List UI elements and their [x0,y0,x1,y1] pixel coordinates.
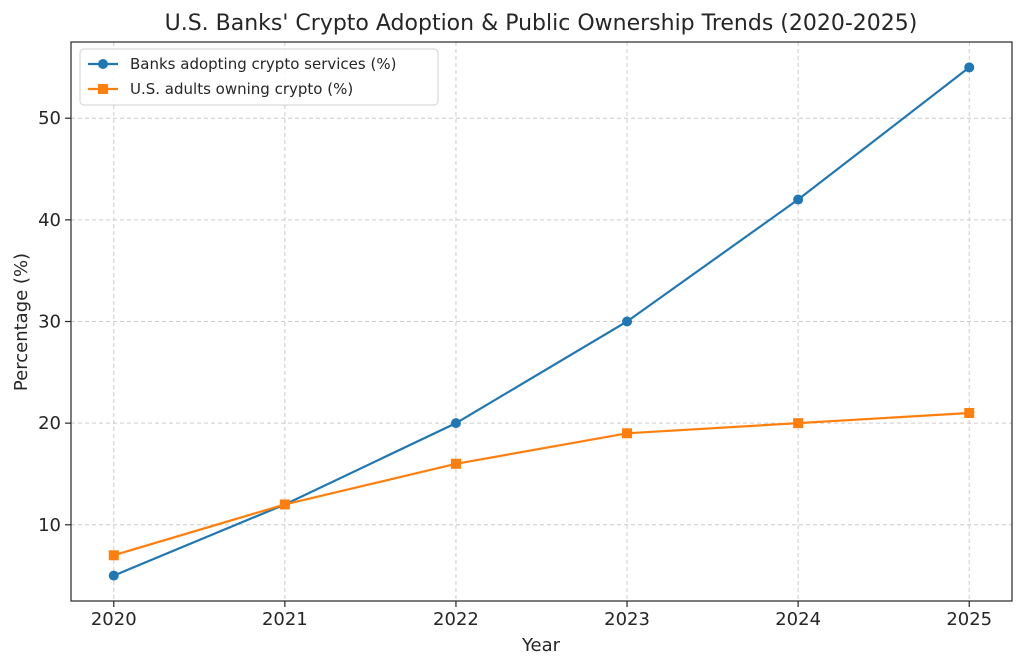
series-1-point [793,194,804,205]
series-2-point [450,458,461,469]
series-line-2 [113,411,970,557]
legend: Banks adopting crypto services (%) U.S. a… [79,48,439,106]
series-layer [108,62,975,581]
series-1-point [964,62,975,73]
legend-marker-1 [98,59,108,69]
series-2-point [793,418,804,429]
chart-title: U.S. Banks' Crypto Adoption & Public Own… [165,11,918,36]
series-2-point [622,428,633,439]
x-tick-label: 2024 [775,609,821,630]
grid-layer [71,42,1012,601]
series-1-point [450,418,461,429]
legend-box [79,48,439,106]
x-tick-label: 2023 [604,609,650,630]
x-tick-label: 2025 [946,609,992,630]
series-2-point [108,550,119,561]
series-2-point [964,407,975,418]
y-tick-label: 30 [38,312,61,333]
legend-label-1: Banks adopting crypto services (%) [130,55,396,73]
y-tick-label: 10 [38,515,61,536]
x-tick-label: 2022 [433,609,479,630]
x-tick-label: 2021 [262,609,308,630]
y-axis-label: Percentage (%) [11,253,32,391]
y-tick-label: 20 [38,413,61,434]
x-axis-label: Year [521,635,561,656]
y-tick-label: 50 [38,108,61,129]
series-1-point [108,570,119,581]
series-1-point [622,316,633,327]
plot-frame [70,41,1013,602]
series-line-1 [113,66,970,577]
y-tick-label: 40 [38,210,61,231]
series-2-point [279,499,290,510]
legend-label-2: U.S. adults owning crypto (%) [130,80,353,98]
axes-layer: 2020 2021 2022 2023 2024 2025 10 20 30 40 50 [38,41,1013,630]
legend-marker-2 [98,84,108,94]
x-tick-label: 2020 [91,609,137,630]
